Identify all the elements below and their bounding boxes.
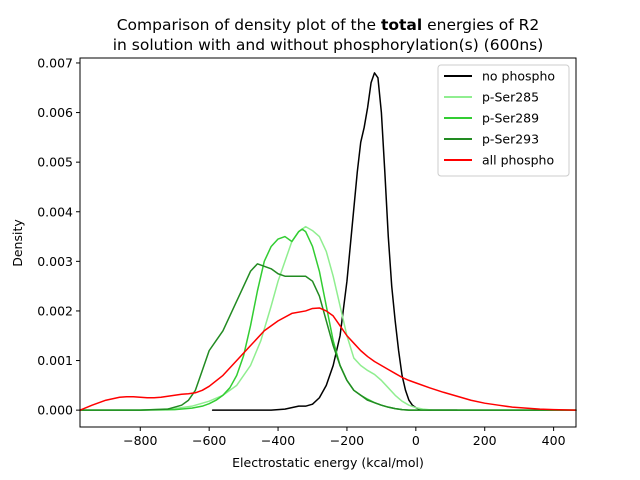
legend-box <box>437 64 570 177</box>
x-tick-label: −600 <box>192 433 226 448</box>
x-tick-label: 0 <box>412 433 420 448</box>
plot-frame <box>79 57 577 428</box>
y-tick-label: 0.002 <box>37 303 73 318</box>
y-tick-label: 0.001 <box>37 353 73 368</box>
y-tick-label: 0.007 <box>37 55 73 70</box>
y-axis-label: Density <box>10 219 25 267</box>
legend-label: p-Ser293 <box>482 132 539 147</box>
y-tick-label: 0.006 <box>37 105 73 120</box>
y-tick-label: 0.004 <box>37 204 73 219</box>
y-tick-label: 0.000 <box>37 403 73 418</box>
legend: no phospho p-Ser285 p-Ser289 p-Ser293 all ph… <box>437 64 570 177</box>
legend-label: all phospho <box>482 153 554 168</box>
series-line-p-ser293 <box>79 263 577 411</box>
plot-lines <box>79 72 577 411</box>
y-tick-label: 0.005 <box>37 155 73 170</box>
legend-label: p-Ser289 <box>482 111 539 126</box>
chart-title-line2: in solution with and without phosphoryla… <box>113 36 544 54</box>
chart-title-line1: Comparison of density plot of the total … <box>117 16 540 34</box>
series-line-no-phospho <box>211 72 458 411</box>
y-tick-label: 0.003 <box>37 254 73 269</box>
x-axis-ticks: −800 −600 −400 −200 0 200 400 <box>123 427 566 448</box>
x-tick-label: 400 <box>542 433 566 448</box>
x-tick-label: 200 <box>473 433 497 448</box>
legend-label: p-Ser285 <box>482 90 539 105</box>
legend-label: no phospho <box>482 69 555 84</box>
series-line-all-phospho <box>79 307 577 411</box>
x-tick-label: −200 <box>330 433 364 448</box>
x-axis-label: Electrostatic energy (kcal/mol) <box>232 455 424 470</box>
x-tick-label: −800 <box>123 433 157 448</box>
y-axis-ticks: 0.000 0.001 0.002 0.003 0.004 0.005 0.006 0.007 <box>37 55 80 418</box>
x-tick-label: −400 <box>261 433 295 448</box>
series-line-p-ser285 <box>79 225 577 411</box>
